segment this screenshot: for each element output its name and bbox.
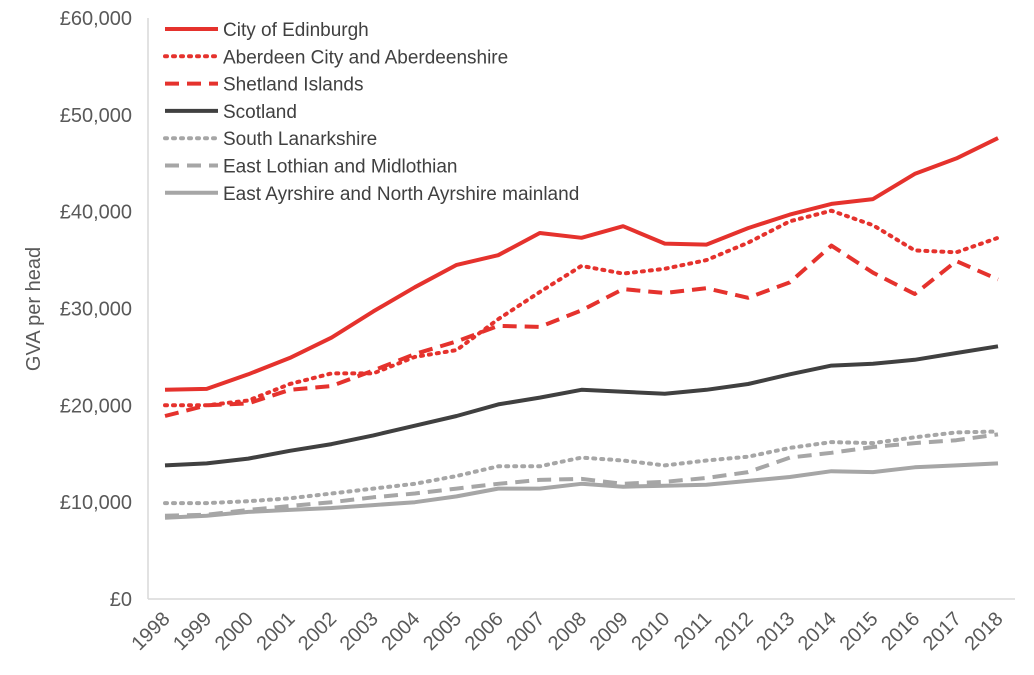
series-line-east-ayrshire-and-north-ayrshire-mainland (164, 461, 999, 520)
legend-label: South Lanarkshire (223, 129, 377, 150)
legend: City of Edinburgh Aberdeen City and Aberd… (163, 20, 579, 205)
x-tick-label: 2003 (336, 608, 383, 655)
x-tick-label: 2016 (877, 608, 924, 655)
legend-label: Aberdeen City and Aberdeenshire (223, 47, 508, 68)
x-tick-label: 2018 (961, 608, 1008, 655)
series-line-east-lothian-and-midlothian (164, 432, 999, 518)
x-tick-label: 2014 (794, 608, 841, 655)
series-line-city-of-edinburgh (164, 136, 999, 392)
y-tick-label: £10,000 (60, 492, 132, 514)
y-tick-labels: £0 £10,000 £20,000 £30,000 £40,000 £50,000 £60… (60, 8, 132, 611)
legend-label: Shetland Islands (223, 75, 364, 96)
y-tick-label: £30,000 (60, 299, 132, 321)
y-tick-label: £0 (110, 589, 132, 611)
x-tick-label: 2004 (377, 608, 424, 655)
x-tick-label: 2017 (919, 608, 966, 655)
series-line-south-lanarkshire (163, 429, 1000, 506)
y-tick-label: £40,000 (60, 202, 132, 224)
legend-label: City of Edinburgh (223, 20, 369, 41)
x-tick-label: 2009 (586, 608, 633, 655)
series-lines (163, 136, 1000, 520)
axes (147, 18, 1015, 600)
x-tick-label: 2011 (670, 608, 716, 654)
y-tick-label: £20,000 (60, 395, 132, 417)
y-tick-label: £60,000 (60, 8, 132, 30)
series-line-aberdeen-city-and-aberdeenshire (163, 208, 1000, 408)
x-tick-label: 2001 (252, 608, 299, 655)
y-axis-label: GVA per head (23, 247, 45, 371)
x-tick-label: 2006 (461, 608, 508, 655)
y-tick-label: £50,000 (60, 105, 132, 127)
series-line-shetland-islands (164, 243, 999, 418)
legend-label: Scotland (223, 102, 297, 123)
x-tick-label: 1999 (169, 608, 216, 655)
series-line-scotland (164, 344, 999, 468)
x-tick-labels: 1998199920002001200220032004200520062007… (128, 608, 1008, 655)
x-tick-label: 2013 (752, 608, 799, 655)
x-tick-label: 2000 (211, 608, 258, 655)
x-tick-label: 2008 (544, 608, 591, 655)
x-tick-label: 2002 (294, 608, 341, 655)
legend-label: East Lothian and Midlothian (223, 157, 458, 178)
x-tick-label: 2010 (627, 608, 674, 655)
x-tick-label: 2012 (711, 608, 758, 655)
x-tick-label: 2007 (502, 608, 549, 655)
x-tick-label: 2005 (419, 608, 466, 655)
legend-label: East Ayrshire and North Ayrshire mainlan… (223, 184, 579, 205)
x-tick-label: 1998 (128, 608, 175, 655)
x-tick-label: 2015 (836, 608, 883, 655)
